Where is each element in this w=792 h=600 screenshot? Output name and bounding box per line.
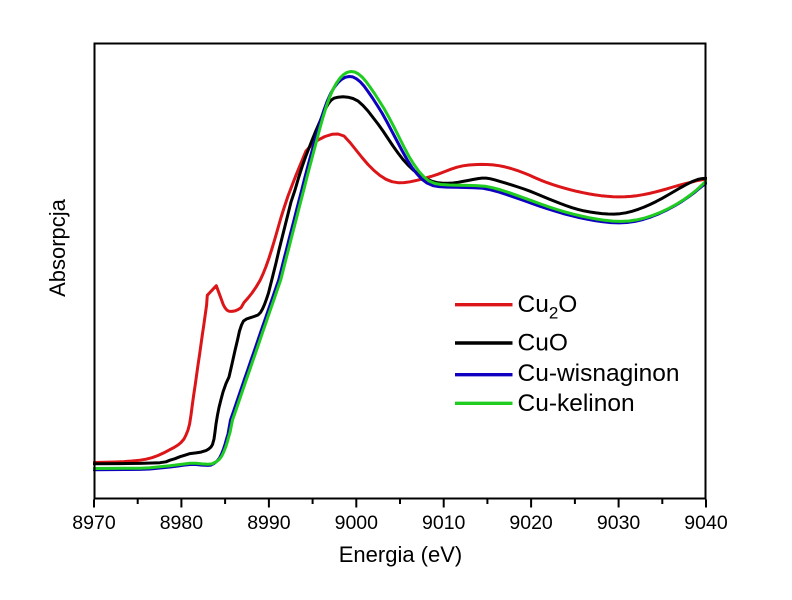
svg-text:8980: 8980 (160, 512, 204, 534)
svg-text:CuO: CuO (518, 330, 568, 357)
svg-text:9010: 9010 (422, 512, 466, 534)
svg-text:9020: 9020 (509, 512, 553, 534)
svg-text:8970: 8970 (72, 512, 116, 534)
svg-text:Cu-kelinon: Cu-kelinon (518, 390, 635, 417)
svg-text:Absorpcja: Absorpcja (45, 198, 70, 297)
svg-text:9000: 9000 (335, 512, 379, 534)
svg-text:9030: 9030 (597, 512, 641, 534)
svg-text:Cu2O: Cu2O (518, 291, 578, 323)
svg-text:Cu-wisnaginon: Cu-wisnaginon (518, 360, 680, 387)
svg-text:Energia (eV): Energia (eV) (339, 542, 463, 567)
svg-text:9040: 9040 (684, 512, 728, 534)
svg-text:8990: 8990 (247, 512, 291, 534)
